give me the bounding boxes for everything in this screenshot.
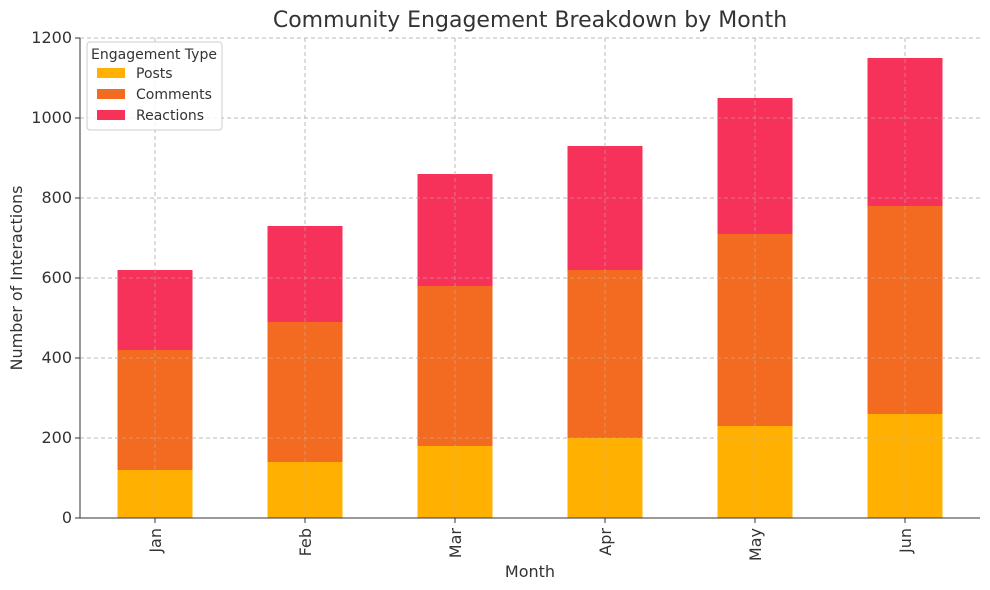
y-axis-label: Number of Interactions (7, 185, 26, 370)
x-axis-label: Month (505, 562, 555, 581)
legend-frame (86, 41, 223, 131)
legend-swatch-posts (97, 68, 125, 78)
axes: 0 200 400 600 800 1000 1200 Jan Feb Mar Apr May Jun (31, 28, 980, 561)
y-tick-label: 200 (41, 428, 72, 447)
legend-title: Engagement Type (91, 47, 217, 63)
legend-label-reactions: Reactions (136, 108, 204, 124)
chart-title: Community Engagement Breakdown by Month (273, 8, 787, 33)
x-tick-label: Apr (596, 528, 615, 556)
x-tick-label: Jan (146, 528, 165, 554)
bar-comments-jun (867, 206, 943, 414)
y-tick-label: 1200 (31, 28, 72, 47)
legend-label-comments: Comments (136, 87, 212, 103)
legend-swatch-comments (97, 89, 125, 99)
bar-reactions-jan (117, 270, 193, 350)
y-tick-label: 0 (62, 508, 72, 527)
y-tick-label: 1000 (31, 108, 72, 127)
y-tick-label: 600 (41, 268, 72, 287)
y-tick-label: 400 (41, 348, 72, 367)
bars (117, 58, 943, 518)
x-tick-label: Jun (896, 528, 915, 554)
grid-overlay (80, 37, 980, 519)
bar-posts-apr (567, 438, 643, 518)
y-tick-label: 800 (41, 188, 72, 207)
x-tick-label: May (746, 528, 765, 561)
legend-swatch-reactions (97, 110, 125, 120)
x-tick-label: Feb (296, 528, 315, 556)
legend-label-posts: Posts (136, 66, 173, 82)
legend: Engagement Type Posts Comments Reactions (86, 41, 223, 131)
bar-comments-mar (417, 286, 493, 446)
x-tick-label: Mar (446, 528, 465, 559)
